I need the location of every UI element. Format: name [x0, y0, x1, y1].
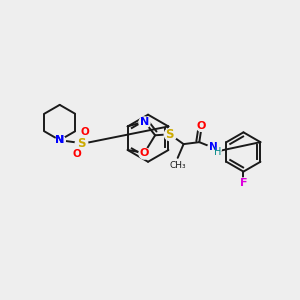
- Text: H: H: [214, 147, 222, 157]
- Text: O: O: [196, 122, 206, 131]
- Text: N: N: [55, 135, 64, 145]
- Text: CH₃: CH₃: [169, 161, 186, 170]
- Text: S: S: [166, 128, 174, 141]
- Text: O: O: [81, 127, 90, 137]
- Text: N: N: [140, 116, 149, 127]
- Text: F: F: [240, 178, 247, 188]
- Text: N: N: [209, 142, 218, 152]
- Text: S: S: [77, 136, 86, 150]
- Text: N: N: [55, 135, 64, 145]
- Text: O: O: [73, 149, 82, 159]
- Text: O: O: [140, 148, 149, 158]
